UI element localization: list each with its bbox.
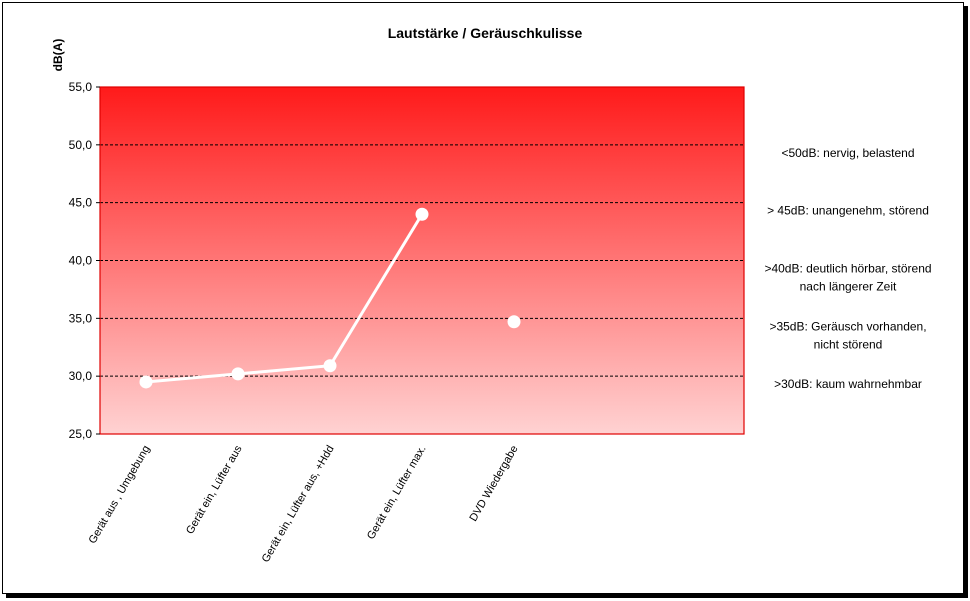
x-category-label: DVD Wiedergabe	[467, 444, 520, 524]
threshold-annotation: > 45dB: unangenehm, störend	[767, 204, 929, 218]
chart-frame: Lautstärke / Geräuschkulisse dB(A) 25,0 3…	[2, 2, 964, 594]
x-category-label: Gerät ein, Lüfter aus	[184, 443, 245, 536]
threshold-annotation: <50dB: nervig, belastend	[781, 146, 914, 160]
threshold-annotation: nach längerer Zeit	[800, 280, 897, 294]
threshold-annotation: >35dB: Geräusch vorhanden,	[769, 319, 926, 333]
data-point	[139, 375, 153, 389]
y-tick-label: 30,0	[69, 369, 93, 383]
y-tick-label: 55,0	[69, 80, 93, 94]
threshold-annotation: nicht störend	[814, 337, 883, 351]
x-category-label: Gerät ein, Lüfter aus, +Hdd	[260, 444, 337, 565]
data-point	[231, 367, 245, 381]
data-point	[507, 315, 521, 329]
y-tick-label: 25,0	[69, 427, 93, 441]
threshold-annotation: >30dB: kaum wahrnehmbar	[774, 377, 922, 391]
y-tick-label: 35,0	[69, 311, 93, 325]
data-point	[323, 359, 337, 373]
y-tick-label: 45,0	[69, 196, 93, 210]
y-axis-label: dB(A)	[51, 39, 65, 72]
series-line	[145, 213, 424, 384]
data-point	[415, 207, 429, 221]
noise-level-chart: Lautstärke / Geräuschkulisse dB(A) 25,0 3…	[51, 25, 932, 565]
y-tick-label: 40,0	[69, 254, 93, 268]
chart-title: Lautstärke / Geräuschkulisse	[388, 25, 583, 41]
y-tick-label: 50,0	[69, 138, 93, 152]
threshold-annotation: >40dB: deutlich hörbar, störend	[764, 262, 931, 276]
x-category-label: Gerät ein, Lüfter max.	[365, 444, 429, 542]
x-category-label: Gerät aus , Umgebung	[87, 444, 153, 546]
